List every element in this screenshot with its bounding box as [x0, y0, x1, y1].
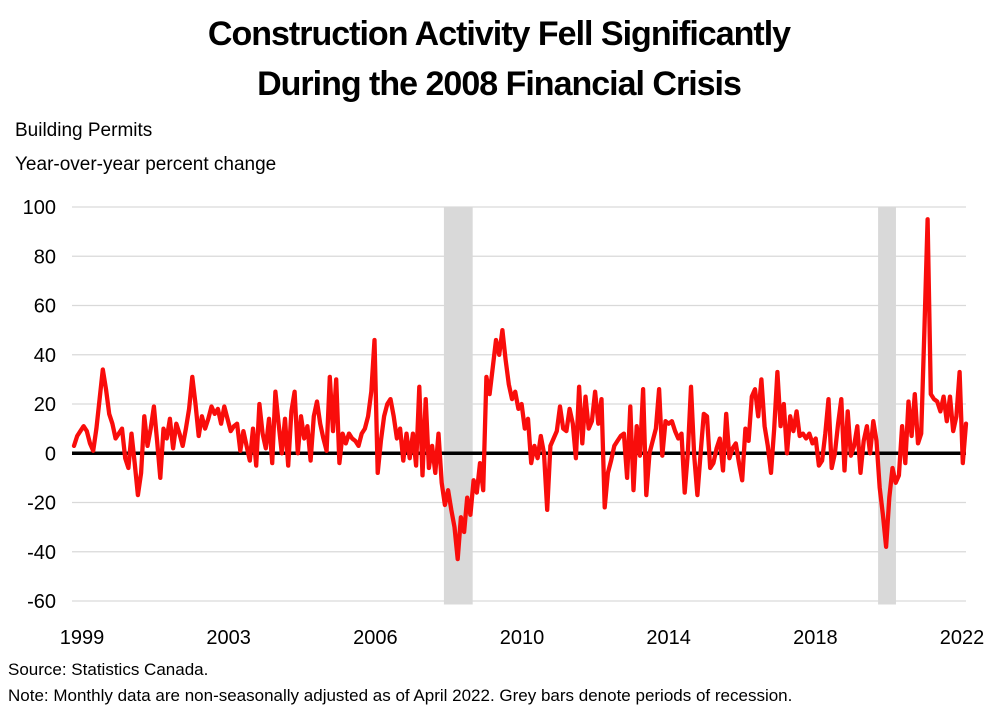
x-tick-label: 1999	[60, 627, 105, 649]
chart-subtitle-series: Building Permits	[15, 120, 153, 141]
x-tick-label: 2010	[500, 627, 545, 649]
chart-subtitle-units: Year-over-year percent change	[15, 154, 277, 175]
chart-title-line1: Construction Activity Fell Significantly	[207, 15, 791, 53]
x-tick-label: 2003	[206, 627, 251, 649]
methodology-note: Note: Monthly data are non-seasonally ad…	[8, 686, 793, 705]
x-tick-label: 2018	[793, 627, 838, 649]
y-tick-label: 100	[23, 197, 56, 219]
x-tick-label: 2006	[353, 627, 398, 649]
y-tick-label: 80	[34, 246, 56, 268]
y-tick-label: 0	[45, 443, 56, 465]
x-tick-label: 2022	[940, 627, 985, 649]
y-tick-label: 40	[34, 345, 56, 367]
y-tick-label: 20	[34, 394, 56, 416]
source-note: Source: Statistics Canada.	[8, 660, 209, 679]
y-tick-label: -20	[27, 493, 56, 515]
y-tick-label: -40	[27, 542, 56, 564]
y-tick-label: 60	[34, 296, 56, 318]
chart-title: Construction Activity Fell Significantly…	[0, 9, 998, 109]
x-tick-label: 2014	[646, 627, 691, 649]
data-line	[71, 217, 969, 562]
y-tick-label: -60	[27, 591, 56, 613]
chart-title-line2: During the 2008 Financial Crisis	[257, 65, 742, 103]
